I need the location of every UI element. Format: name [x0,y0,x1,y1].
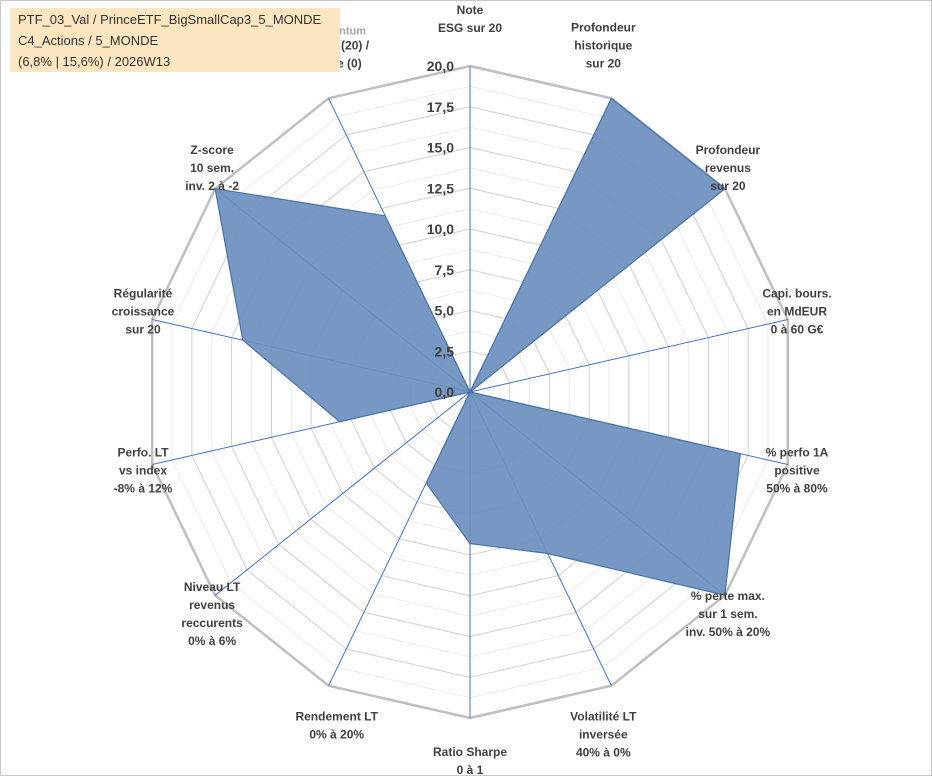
axis-line [469,319,788,393]
axis-label-line: % perte max. [691,589,765,603]
axis-label-line: 10 sem. [190,161,234,175]
tick-label: 10,0 [427,221,454,237]
axis-label-line: revenus [189,598,235,612]
axis-label-line: Rendement LT [295,710,378,724]
axis-label-line: historique [574,39,632,53]
axis-label-line: reccurents [181,616,243,630]
axis-label-line: Régularité [114,286,173,300]
axis-label-line: en MdEUR [767,304,827,318]
axis-label-line: sur 20 [710,179,746,193]
axis-label: Capi. bours. en MdEUR 0 à 60 G€ [762,286,831,336]
axis-label-line: sur 20 [586,57,622,71]
performance-period: (6,8% | 15,6%) / 2026W13 [18,54,171,69]
tick-label: 0,0 [435,384,455,400]
axis-label-line: Perfo. LT [117,446,169,460]
asset-class: C4_Actions / 5_MONDE [18,33,159,48]
axis-label-line: vs index [119,464,167,478]
axis-label: Niveau LT revenus reccurents 0% à 6% [181,580,243,648]
axis-label-line: revenus [705,161,751,175]
axis-label-line: positive [774,464,820,478]
axis-label-line: 40% à 0% [576,746,631,760]
tick-label: 17,5 [427,99,454,115]
axis-label-line: sur 1 sem. [698,607,757,621]
axis-label-line: Profondeur [571,21,636,35]
axis-label-line: Note [457,3,484,17]
axis-label-line: inversée [579,728,628,742]
axis-line [214,391,471,596]
axis-label: % perfo 1A positive 50% à 80% [766,446,829,496]
axis-label: Régularité croissance sur 20 [112,286,175,336]
axis-label-line: croissance [112,304,175,318]
axis-label: Volatilité LT inversée 40% à 0% [570,710,637,760]
axis-label-line: 50% à 80% [766,482,828,496]
axis-label-line: 0% à 6% [188,634,236,648]
axis-label: Profondeur revenus sur 20 [696,143,761,193]
data-area [214,97,741,597]
axis-label-line: % perfo 1A [766,446,829,460]
axis-label: Ratio Sharpe 0 à 1 [433,745,507,776]
info-box: PTF_03_Val / PrinceETF_BigSmallCap3_5_MO… [10,8,340,72]
axis-label-line: 0 à 60 G€ [771,322,824,336]
axis-label-line: inv. 2 à -2 [185,179,239,193]
axis-label-line: sur 20 [125,322,161,336]
axis-label-line: Z-score [190,143,234,157]
axis-label: % perte max. sur 1 sem. inv. 50% à 20% [686,589,771,639]
tick-label: 7,5 [435,262,455,278]
axis-label-line: Profondeur [696,143,761,157]
axis-label: Perfo. LT vs index -8% à 12% [114,446,173,496]
axis-label: Rendement LT 0% à 20% [295,710,378,742]
axis-label-line: 0% à 20% [309,728,364,742]
tick-label: 15,0 [427,140,454,156]
axis-label-line: inv. 50% à 20% [686,625,771,639]
axis-label-line: Niveau LT [184,580,241,594]
axis-label: Profondeur historique sur 20 [571,21,636,71]
tick-label: 12,5 [427,180,454,196]
axis-label-line: Ratio Sharpe [433,745,507,759]
tick-label: 5,0 [435,303,455,319]
axis-label-line: -8% à 12% [114,482,173,496]
axis-label-line: ESG sur 20 [438,21,502,35]
axis-label: Z-score 10 sem. inv. 2 à -2 [185,143,239,193]
portfolio-title: PTF_03_Val / PrinceETF_BigSmallCap3_5_MO… [18,12,322,27]
tick-label: 20,0 [427,58,454,74]
tick-label: 2,5 [435,343,455,359]
axis-label-line: Capi. bours. [762,286,831,300]
axis-label: Note ESG sur 20 [438,3,502,35]
axis-label-line: 0 à 1 [457,763,484,776]
axis-label-line: Volatilité LT [570,710,637,724]
